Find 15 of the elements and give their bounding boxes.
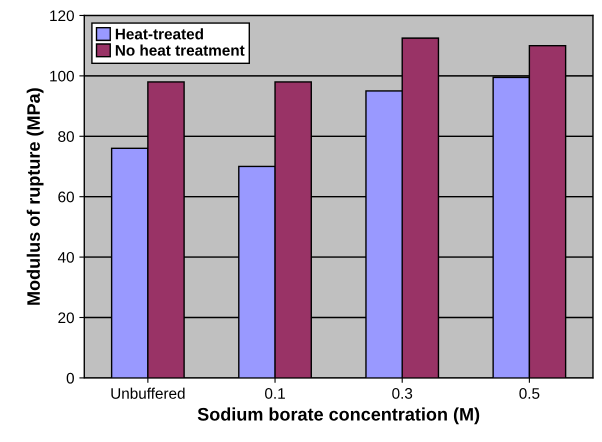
x-axis-title: Sodium borate concentration (M) — [198, 407, 480, 424]
x-tick-label: 0.3 — [392, 388, 412, 399]
y-tick-label: 60 — [58, 192, 74, 202]
legend-label: Heat-treated — [116, 28, 203, 40]
y-tick-label: 120 — [50, 10, 74, 22]
legend-label: No heat treatment — [116, 44, 245, 56]
y-tick-label: 20 — [58, 312, 74, 324]
y-tick-label: 0 — [66, 372, 74, 384]
y-axis-title: Modulus of rupture (MPa) — [26, 88, 44, 305]
x-tick-label: 0.1 — [265, 388, 285, 399]
x-tick-label: Unbuffered — [111, 388, 185, 399]
y-tick-label: 80 — [58, 131, 74, 142]
x-tick-label: 0.5 — [519, 388, 540, 399]
y-tick-label: 100 — [50, 70, 74, 82]
y-tick-label: 40 — [58, 252, 74, 263]
